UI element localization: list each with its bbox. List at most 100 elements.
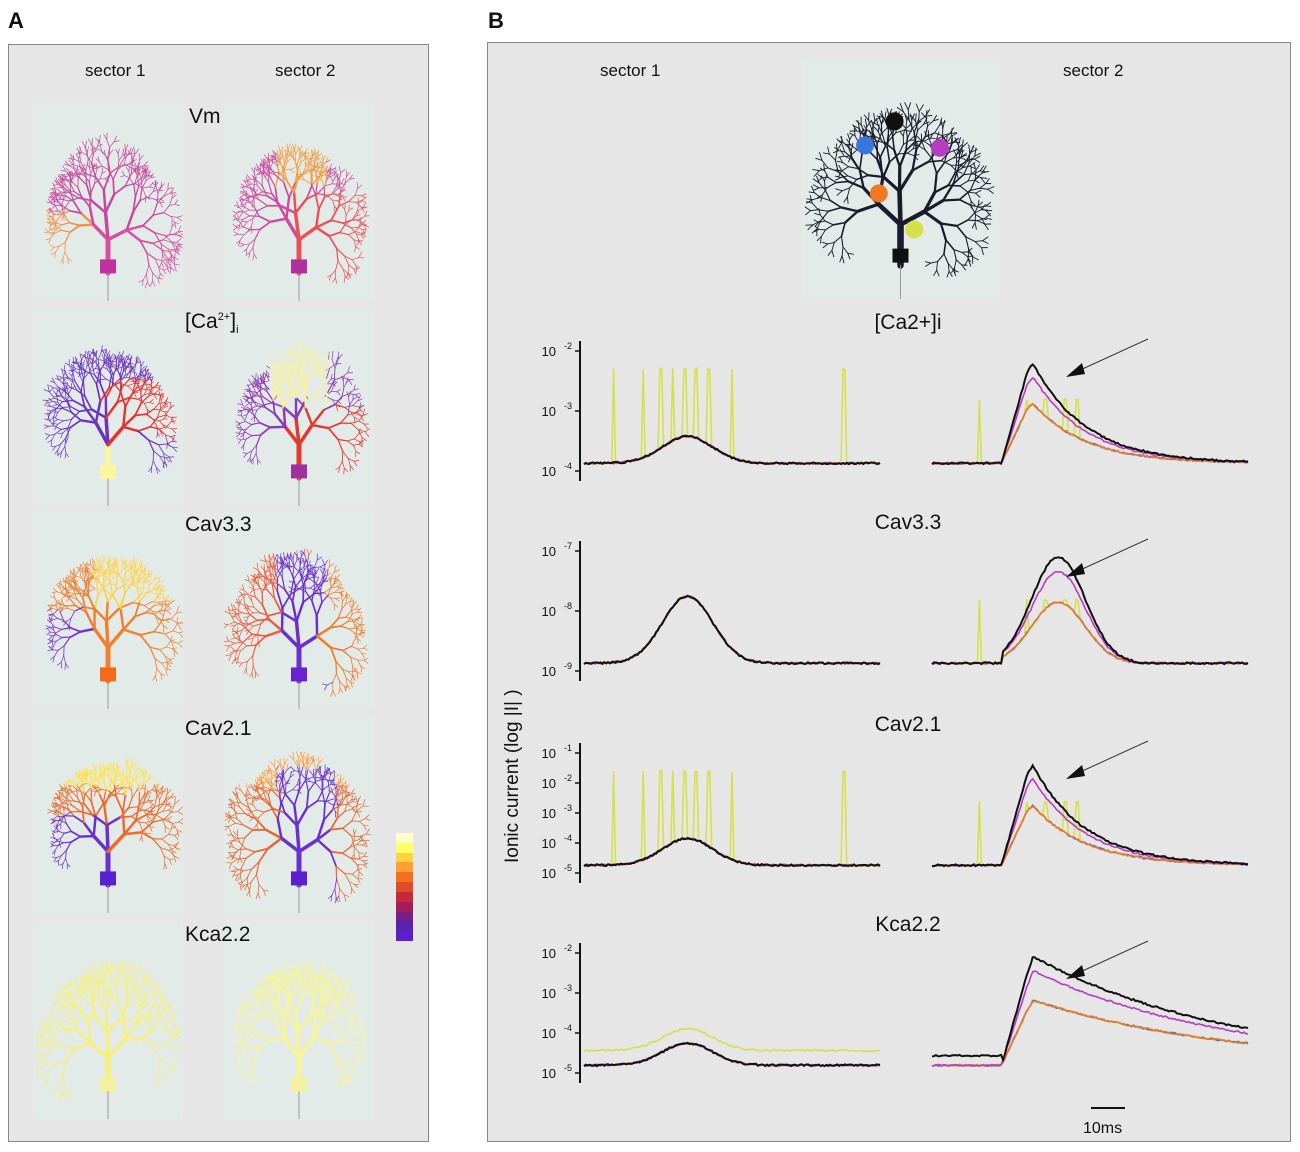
chart-2-title: Cav2.1 [875, 713, 942, 736]
recording-site-black [885, 112, 904, 131]
recording-site-yellow [905, 220, 924, 239]
chart-2-tick-label: 10 [542, 866, 556, 881]
neuron-4-sector2-svg [232, 959, 368, 1119]
chart-2-tick-exp: -2 [564, 773, 572, 783]
panel-a-label-2: Cav3.3 [185, 513, 252, 536]
colorbar-step [396, 921, 413, 932]
chart-2-series-yellow-sector2 [931, 800, 1249, 867]
chart-1-arrow-line [1077, 538, 1149, 572]
chart-2-series-black-sector1 [583, 836, 881, 868]
neuron-2-sector2-svg [224, 548, 369, 709]
chart-0: [Ca2+]i 10 -2 10 -3 10 -4 [542, 311, 1249, 481]
panel-letter-b: B [488, 8, 504, 33]
panel-a-col-sector1: sector 1 [85, 61, 146, 80]
chart-1-series-black-sector2 [931, 556, 1249, 666]
chart-1-tick-exp: -9 [564, 661, 572, 671]
recording-site-blue [856, 136, 875, 155]
chart-3-arrow-head [1066, 965, 1085, 979]
panel-a-label-1: [Ca2+]i [185, 310, 239, 337]
colorbar-step [396, 882, 413, 892]
neuron-2-sector1 [33, 511, 183, 709]
colorbar [396, 833, 413, 941]
chart-2-tick-label: 10 [542, 806, 556, 821]
chart-3-tick-exp: -5 [564, 1063, 572, 1073]
chart-1-series-yellow-sector1 [583, 594, 881, 666]
neuron-0-sector1-svg [44, 132, 183, 301]
recording-sites-neuron [802, 59, 999, 299]
chart-0-series-yellow-sector1 [583, 366, 881, 466]
panel-a-label-4: Kca2.2 [185, 923, 251, 946]
neuron-3-sector1 [33, 715, 183, 913]
chart-0-arrow-head [1066, 363, 1085, 377]
chart-2-series-black-sector2 [932, 763, 1248, 868]
chart-2-tick-exp: -4 [564, 833, 572, 843]
chart-1-tick-exp: -8 [564, 601, 572, 611]
neuron-0-sector2-svg [232, 143, 370, 301]
chart-2-series-orange-sector1 [584, 837, 881, 868]
chart-3-series-magenta-sector2 [931, 970, 1249, 1067]
chart-3-series-yellow-sector1 [583, 1027, 881, 1053]
chart-1-series-black-sector1 [583, 594, 881, 666]
chart-1-tick-label: 10 [542, 604, 556, 619]
colorbar-step [396, 833, 413, 843]
chart-3-title: Kca2.2 [875, 913, 940, 936]
panel-letter-a: A [8, 8, 24, 33]
panel-b: sector 1 sector 2 Ionic current (log |I|… [487, 42, 1291, 1142]
colorbar-step [396, 862, 413, 873]
chart-2-tick-exp: -3 [564, 803, 572, 813]
chart-2-arrow-head [1066, 765, 1085, 779]
chart-2-series-blue-sector1 [583, 837, 881, 868]
scale-bar [1091, 1107, 1125, 1109]
chart-3-tick-exp: -3 [564, 983, 572, 993]
recording-site-magenta [930, 138, 949, 157]
neuron-1-sector1-svg [42, 345, 178, 506]
chart-1-title: Cav3.3 [875, 511, 942, 534]
chart-2-series-magenta-sector1 [583, 836, 881, 868]
colorbar-step [396, 901, 413, 912]
chart-1-series-blue-sector1 [583, 595, 881, 666]
neuron-1-sector2-svg [235, 342, 371, 506]
chart-1-tick-exp: -7 [564, 541, 572, 551]
chart-0-tick-exp: -2 [564, 341, 572, 351]
chart-1-series-magenta-sector1 [583, 594, 881, 665]
neuron-3-sector1-svg [47, 756, 183, 913]
chart-2-tick-label: 10 [542, 746, 556, 761]
neuron-4-sector2 [224, 921, 374, 1119]
chart-2-tick-label: 10 [542, 836, 556, 851]
neuron-3-sector2-svg [224, 751, 372, 913]
chart-0-tick-label: 10 [542, 464, 556, 479]
chart-2-tick-exp: -5 [564, 863, 572, 873]
recording-site-orange [869, 184, 888, 203]
chart-1: Cav3.3 10 -7 10 -8 10 -9 [542, 511, 1249, 681]
chart-3-tick-label: 10 [542, 946, 556, 961]
neuron-1-sector1 [33, 308, 183, 506]
chart-3-tick-exp: -4 [564, 1023, 572, 1033]
chart-0-tick-label: 10 [542, 404, 556, 419]
panel-b-col-sector1: sector 1 [600, 61, 661, 80]
chart-0-series-black-sector1 [583, 434, 881, 466]
panel-a-col-sector2: sector 2 [275, 61, 336, 80]
chart-3-tick-label: 10 [542, 1026, 556, 1041]
neuron-3-sector2 [224, 715, 374, 913]
chart-1-series-orange-sector1 [583, 595, 881, 665]
chart-2: Cav2.1 10 -1 10 -2 10 -3 10 -4 10 -5 [542, 713, 1249, 883]
chart-0-series-black-sector2 [931, 363, 1249, 466]
chart-3-tick-label: 10 [542, 1066, 556, 1081]
chart-2-tick-exp: -1 [564, 743, 572, 753]
panel-b-col-sector2: sector 2 [1063, 61, 1124, 80]
chart-0-title: [Ca2+]i [874, 311, 941, 334]
recording-sites-neuron-svg [804, 102, 995, 299]
chart-3-tick-label: 10 [542, 986, 556, 1001]
chart-3-series-black-sector1 [583, 1041, 881, 1068]
neuron-0-sector1 [33, 103, 183, 301]
neuron-2-sector1-svg [45, 554, 183, 709]
chart-3-series-black-sector2 [931, 956, 1249, 1063]
chart-2-series-yellow-sector1 [583, 769, 881, 868]
chart-3: Kca2.2 10 -2 10 -3 10 -4 10 -5 [542, 913, 1249, 1083]
neuron-4-sector1 [33, 921, 183, 1119]
scale-bar-label: 10ms [1083, 1120, 1123, 1137]
panel-a-label-3: Cav2.1 [185, 717, 252, 740]
chart-0-tick-exp: -3 [564, 401, 572, 411]
panel-a: sector 1 sector 2 Vm [Ca2+]i Cav3.3 Cav2.1 K… [8, 44, 429, 1142]
colorbar-step [396, 931, 413, 941]
